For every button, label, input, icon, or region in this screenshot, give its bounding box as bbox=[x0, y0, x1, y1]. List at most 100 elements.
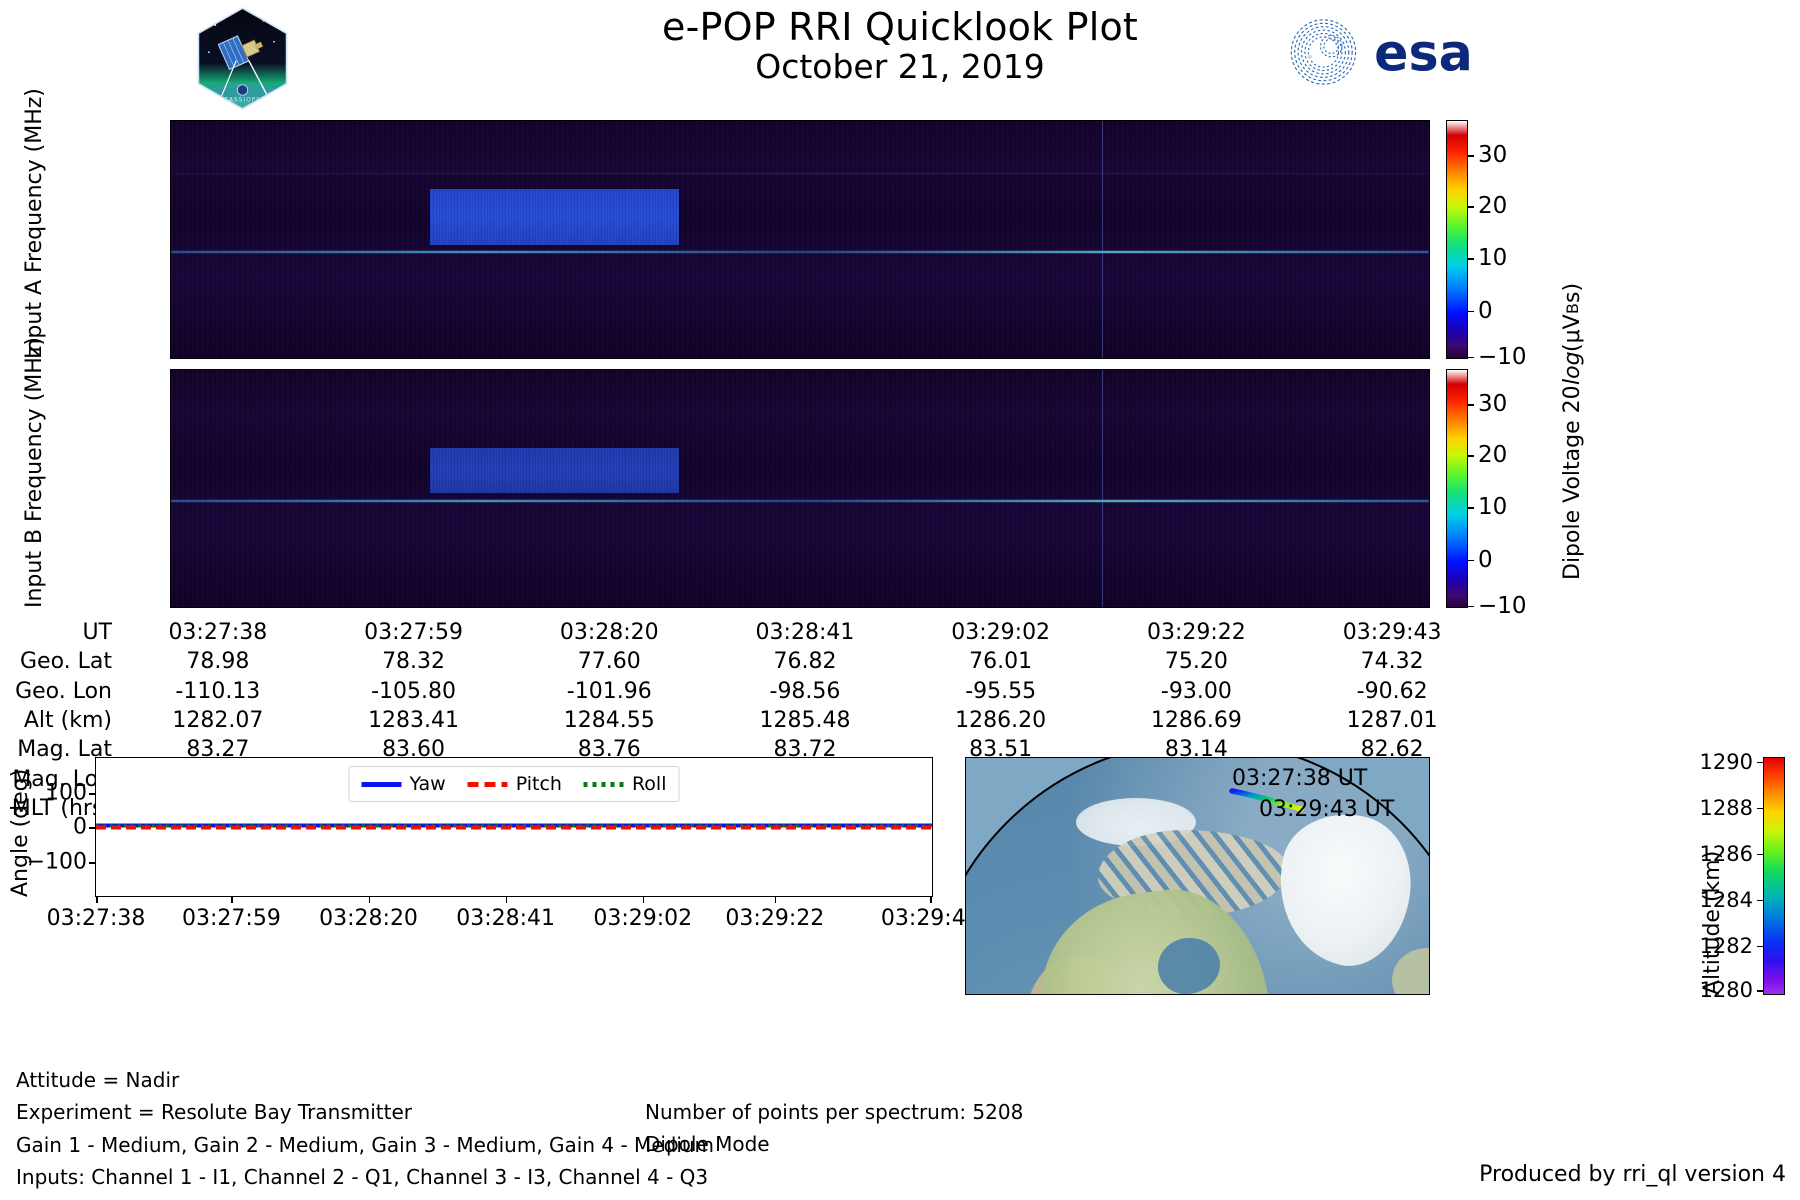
table-row: Geo. Lon -110.13 -105.80 -101.96 -98.56 … bbox=[0, 677, 1490, 706]
cbar-b-tick-30: 30 bbox=[1478, 391, 1508, 418]
attitude-plot-panel[interactable]: Yaw Pitch Roll 100 0 −100 bbox=[27, 757, 980, 931]
cell-alt-6: 1287.01 bbox=[1346, 708, 1438, 734]
cell-ut-0: 03:27:38 bbox=[168, 620, 268, 645]
att-xtick-0: 03:27:38 bbox=[46, 906, 146, 931]
cell-geolon-6: -90.62 bbox=[1356, 678, 1428, 704]
legend-item-roll[interactable]: Roll bbox=[583, 773, 666, 795]
cell-geolat-6: 74.32 bbox=[1360, 649, 1424, 675]
satellite-ground-track bbox=[1229, 786, 1305, 812]
footer-inputs: Inputs: Channel 1 - I1, Channel 2 - Q1, … bbox=[16, 1165, 709, 1190]
cbar-b-tick-10: 10 bbox=[1478, 494, 1508, 521]
footer-mid-block: Number of points per spectrum: 5208 Dipo… bbox=[645, 1096, 1023, 1161]
footer-dipole-mode: Dipole Mode bbox=[645, 1132, 770, 1157]
cell-geolon-5: -93.00 bbox=[1160, 678, 1232, 704]
cbar-a-tick-m10: −10 bbox=[1478, 343, 1527, 370]
row-label-alt: Alt (km) bbox=[23, 708, 112, 734]
altitude-colorbar[interactable]: 1290 1288 1286 1284 1282 1280 bbox=[1700, 750, 1785, 1002]
legend-label-yaw: Yaw bbox=[409, 773, 446, 795]
cbar-a-tick-20: 20 bbox=[1478, 193, 1508, 220]
att-xtick-5: 03:29:22 bbox=[725, 906, 825, 931]
spectral-line-faint bbox=[171, 173, 1429, 175]
table-row: Geo. Lat 78.98 78.32 77.60 76.82 76.01 7… bbox=[0, 647, 1490, 676]
cell-alt-0: 1282.07 bbox=[172, 708, 264, 734]
cell-geolat-4: 76.01 bbox=[969, 649, 1033, 675]
cell-ut-4: 03:29:02 bbox=[951, 620, 1051, 645]
cbar-b-tick-20: 20 bbox=[1478, 442, 1508, 469]
cassiope-logo-icon: CASSIOPE bbox=[190, 6, 295, 111]
legend-item-pitch[interactable]: Pitch bbox=[467, 773, 562, 795]
vertical-streak bbox=[1101, 121, 1103, 358]
alt-tick-1280: 1280 bbox=[1699, 978, 1753, 1003]
dipole-voltage-colorbar-a[interactable]: 30 20 10 0 −10 bbox=[1446, 120, 1527, 370]
spectrogram-a-ylabel: Input A Frequency (MHz) bbox=[22, 88, 47, 359]
transmitter-burst-region bbox=[430, 188, 680, 246]
ground-track-map[interactable] bbox=[965, 757, 1430, 995]
footer-points-per-spectrum: Number of points per spectrum: 5208 bbox=[645, 1100, 1024, 1124]
page-title: e-POP RRI Quicklook Plot October 21, 201… bbox=[0, 6, 1800, 86]
globe-graphic bbox=[966, 758, 1429, 994]
spectrogram-b-panel[interactable]: 4.953 4.945 4.937 4.929 4.921 bbox=[170, 369, 1430, 608]
cell-geolat-3: 76.82 bbox=[773, 649, 837, 675]
altitude-colorbar-title: Altitude (km) bbox=[1700, 850, 1725, 995]
cell-geolon-0: -110.13 bbox=[175, 678, 261, 704]
cell-geolon-4: -95.55 bbox=[965, 678, 1037, 704]
pitch-trace bbox=[96, 825, 932, 830]
esa-logo-icon: esa bbox=[1279, 14, 1477, 90]
row-label-ut: UT bbox=[82, 620, 112, 645]
cell-ut-3: 03:28:41 bbox=[755, 620, 855, 645]
plot-date: October 21, 2019 bbox=[755, 46, 1045, 86]
transmitter-burst-region bbox=[430, 448, 680, 494]
cell-geolat-0: 78.98 bbox=[186, 649, 250, 675]
footer-experiment: Experiment = Resolute Bay Transmitter bbox=[16, 1100, 412, 1125]
cell-geolat-2: 77.60 bbox=[577, 649, 641, 675]
cell-ut-1: 03:27:59 bbox=[364, 620, 463, 645]
cbar-b-tick-m10: −10 bbox=[1478, 592, 1527, 619]
legend-item-yaw[interactable]: Yaw bbox=[361, 773, 446, 795]
alt-tick-1282: 1282 bbox=[1699, 933, 1753, 958]
alt-tick-1290: 1290 bbox=[1699, 749, 1753, 774]
spectrogram-a-panel[interactable]: 4.953 4.945 4.937 4.929 4.921 bbox=[170, 120, 1430, 359]
cell-alt-4: 1286.20 bbox=[955, 708, 1047, 734]
cell-ut-6: 03:29:43 bbox=[1342, 620, 1442, 645]
colorbar-title-tail: s) bbox=[1560, 283, 1585, 304]
att-xtick-1: 03:27:59 bbox=[182, 906, 281, 931]
spectral-carrier-line bbox=[171, 250, 1429, 253]
colorbar-title-units: (μV bbox=[1560, 314, 1585, 352]
produced-by-label: Produced by rri_ql version 4 bbox=[1479, 1162, 1786, 1187]
row-label-geolon: Geo. Lon bbox=[15, 678, 112, 704]
cell-geolon-1: -105.80 bbox=[371, 678, 457, 704]
table-row: Alt (km) 1282.07 1283.41 1284.55 1285.48… bbox=[0, 706, 1490, 735]
cell-alt-2: 1284.55 bbox=[563, 708, 655, 734]
track-start-time-label: 03:27:38 UT bbox=[1232, 766, 1368, 791]
spectrogram-b-noise bbox=[171, 370, 1429, 607]
europe-landmass bbox=[1392, 948, 1429, 994]
cell-alt-1: 1283.41 bbox=[368, 708, 460, 734]
attitude-ylabel: Angle (deg) bbox=[8, 768, 33, 897]
att-xtick-6: 03:29:43 bbox=[880, 906, 980, 931]
alt-tick-1288: 1288 bbox=[1699, 795, 1753, 820]
cell-geolon-2: -101.96 bbox=[566, 678, 652, 704]
colorbar-title-sub: B bbox=[1563, 303, 1582, 315]
row-label-geolat: Geo. Lat bbox=[19, 649, 112, 675]
track-end-time-label: 03:29:43 UT bbox=[1259, 797, 1395, 822]
cbar-a-tick-0: 0 bbox=[1478, 297, 1493, 324]
pitch-line-swatch-icon bbox=[467, 781, 508, 787]
att-xtick-2: 03:28:20 bbox=[319, 906, 418, 931]
colorbar-title-part1: Dipole Voltage 20 bbox=[1560, 385, 1585, 580]
colorbar-title-log: log bbox=[1560, 351, 1585, 386]
cell-alt-3: 1285.48 bbox=[759, 708, 851, 734]
cell-geolon-3: -98.56 bbox=[769, 678, 841, 704]
plot-title: e-POP RRI Quicklook Plot bbox=[661, 5, 1138, 49]
cell-ut-2: 03:28:20 bbox=[559, 620, 659, 645]
spectrogram-b-ylabel: Input B Frequency (MHz) bbox=[22, 337, 47, 608]
attitude-legend[interactable]: Yaw Pitch Roll bbox=[348, 766, 680, 802]
greenland-landmass bbox=[1263, 801, 1425, 977]
attitude-traces bbox=[96, 823, 932, 831]
dipole-voltage-colorbar-b[interactable]: 30 20 10 0 −10 bbox=[1446, 369, 1527, 619]
att-xtick-4: 03:29:02 bbox=[593, 906, 693, 931]
cell-geolat-5: 75.20 bbox=[1164, 649, 1228, 675]
footer-left-block: Attitude = Nadir Experiment = Resolute B… bbox=[16, 1064, 714, 1194]
spectrogram-a-noise bbox=[171, 121, 1429, 358]
cell-geolat-1: 78.32 bbox=[382, 649, 446, 675]
